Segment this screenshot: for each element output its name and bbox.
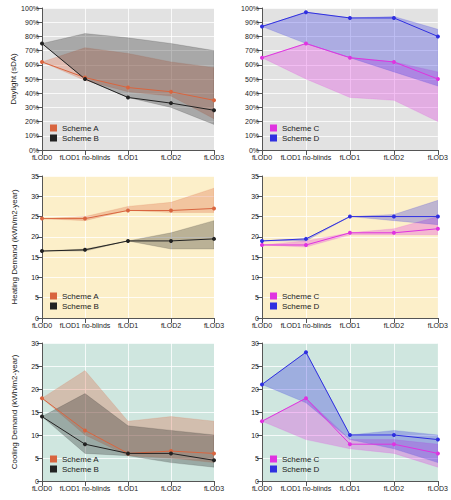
svg-text:35: 35 [31,173,39,180]
svg-text:fLOD1: fLOD1 [118,485,138,492]
svg-text:fLOD2: fLOD2 [384,154,404,161]
svg-text:15: 15 [31,254,39,261]
svg-text:25: 25 [251,213,259,220]
svg-text:fLOD0: fLOD0 [252,154,272,161]
svg-text:30: 30 [31,340,39,347]
svg-text:80%: 80% [245,33,259,40]
svg-text:25: 25 [251,363,259,370]
svg-text:fLOD0: fLOD0 [32,154,52,161]
svg-text:0%: 0% [29,147,39,154]
svg-text:Cooling Demand (kWh/m2-year): Cooling Demand (kWh/m2-year) [10,354,19,469]
svg-text:Heating Demand (kWh/m2-year): Heating Demand (kWh/m2-year) [10,189,19,304]
svg-text:Daylight (sDA): Daylight (sDA) [9,53,18,105]
svg-text:20%: 20% [245,118,259,125]
svg-text:fLOD1 no-blinds: fLOD1 no-blinds [60,154,111,161]
svg-text:fLOD1 no-blinds: fLOD1 no-blinds [281,154,332,161]
svg-text:5: 5 [35,455,39,462]
svg-text:fLOD1: fLOD1 [340,322,360,329]
svg-text:30: 30 [251,340,259,347]
svg-text:fLOD3: fLOD3 [204,485,224,492]
svg-text:70%: 70% [245,47,259,54]
svg-text:Scheme A: Scheme A [62,455,99,464]
svg-text:fLOD1: fLOD1 [118,154,138,161]
svg-text:5: 5 [35,294,39,301]
svg-text:80%: 80% [25,33,39,40]
svg-text:Scheme A: Scheme A [62,124,99,133]
svg-text:Scheme B: Scheme B [62,302,99,311]
svg-text:fLOD2: fLOD2 [384,322,404,329]
svg-text:5: 5 [255,455,259,462]
svg-text:35: 35 [251,173,259,180]
svg-text:0: 0 [255,478,259,485]
svg-text:fLOD3: fLOD3 [428,322,448,329]
svg-text:100%: 100% [21,5,39,12]
svg-text:fLOD1: fLOD1 [340,485,360,492]
svg-text:fLOD0: fLOD0 [252,322,272,329]
svg-text:90%: 90% [245,19,259,26]
svg-text:0: 0 [255,315,259,322]
svg-text:fLOD1 no-blinds: fLOD1 no-blinds [281,485,332,492]
svg-text:fLOD2: fLOD2 [161,485,181,492]
svg-text:0: 0 [35,315,39,322]
svg-text:fLOD1: fLOD1 [340,154,360,161]
svg-text:50%: 50% [245,76,259,83]
svg-text:20: 20 [31,233,39,240]
svg-text:Scheme A: Scheme A [62,292,99,301]
svg-text:fLOD3: fLOD3 [428,154,448,161]
svg-text:0: 0 [35,478,39,485]
svg-text:40%: 40% [245,90,259,97]
svg-text:fLOD1 no-blinds: fLOD1 no-blinds [60,485,111,492]
svg-text:fLOD3: fLOD3 [204,322,224,329]
svg-text:10: 10 [251,432,259,439]
svg-text:30: 30 [251,193,259,200]
svg-text:0%: 0% [249,147,259,154]
svg-text:Scheme D: Scheme D [282,302,320,311]
svg-text:fLOD3: fLOD3 [204,154,224,161]
svg-text:15: 15 [251,409,259,416]
svg-text:70%: 70% [25,47,39,54]
svg-text:Scheme B: Scheme B [62,134,99,143]
svg-text:60%: 60% [245,61,259,68]
svg-text:fLOD0: fLOD0 [252,485,272,492]
svg-text:fLOD2: fLOD2 [161,154,181,161]
svg-text:25: 25 [31,213,39,220]
svg-text:10: 10 [251,274,259,281]
svg-text:fLOD2: fLOD2 [161,322,181,329]
svg-text:Scheme C: Scheme C [282,292,320,301]
svg-text:25: 25 [31,363,39,370]
svg-text:30: 30 [31,193,39,200]
svg-text:5: 5 [255,294,259,301]
svg-text:100%: 100% [241,5,259,12]
svg-text:Scheme D: Scheme D [282,134,320,143]
svg-text:10%: 10% [245,132,259,139]
svg-text:20: 20 [31,386,39,393]
svg-text:fLOD2: fLOD2 [384,485,404,492]
svg-text:15: 15 [31,409,39,416]
svg-text:20: 20 [251,386,259,393]
svg-text:fLOD3: fLOD3 [428,485,448,492]
svg-text:fLOD1 no-blinds: fLOD1 no-blinds [60,322,111,329]
svg-text:60%: 60% [25,61,39,68]
svg-text:30%: 30% [245,104,259,111]
svg-text:20: 20 [251,233,259,240]
svg-text:40%: 40% [25,90,39,97]
svg-text:90%: 90% [25,19,39,26]
svg-text:15: 15 [251,254,259,261]
svg-text:50%: 50% [25,76,39,83]
svg-text:fLOD1: fLOD1 [118,322,138,329]
svg-text:10: 10 [31,274,39,281]
svg-text:fLOD0: fLOD0 [32,322,52,329]
svg-text:Scheme B: Scheme B [62,465,99,474]
svg-text:Scheme C: Scheme C [282,455,320,464]
svg-text:10%: 10% [25,132,39,139]
svg-text:20%: 20% [25,118,39,125]
svg-text:fLOD1 no-blinds: fLOD1 no-blinds [281,322,332,329]
svg-text:Scheme D: Scheme D [282,465,320,474]
svg-text:Scheme C: Scheme C [282,124,320,133]
svg-text:10: 10 [31,432,39,439]
svg-text:fLOD0: fLOD0 [32,485,52,492]
svg-text:30%: 30% [25,104,39,111]
